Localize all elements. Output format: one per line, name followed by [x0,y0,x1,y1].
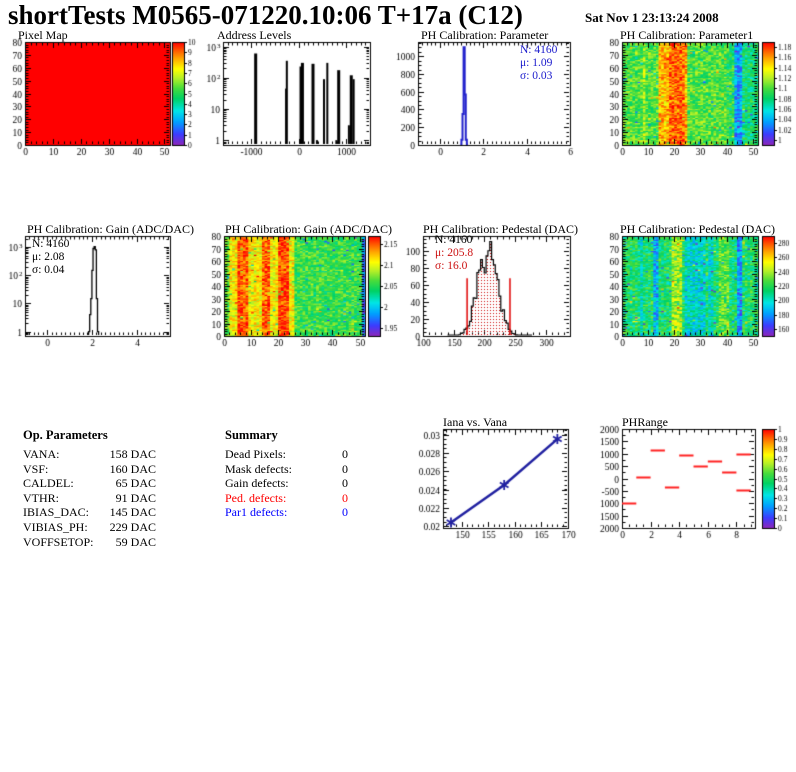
stat-sigma: σ: 16.0 [435,260,468,272]
chart-title-pedestal-hist: PH Calibration: Pedestal (DAC) [423,222,578,236]
stat-entries: N: 4160 [32,238,70,250]
param-row: Par1 defects: 0 [225,505,348,520]
stats-box-parameter: N: 4160 μ: 1.09 σ: 0.03 [520,44,557,83]
param-row: VSF: 160 DAC [23,461,156,476]
param-row: CALDEL: 65 DAC [23,476,156,491]
chart-title-address-levels: Address Levels [217,28,292,42]
param-row: VIBIAS_PH: 229 DAC [23,519,156,534]
param-row: Gain defects: 0 [225,476,348,491]
summary-list: Dead Pixels: 0 Mask defects: 0 Gain defects:… [225,447,348,520]
param-row: VTHR: 91 DAC [23,490,156,505]
chart-title-ph-parameter1: PH Calibration: Parameter1 [620,28,754,42]
param-row: IBIAS_DAC: 145 DAC [23,505,156,520]
op-parameters-block: Op. Parameters VANA: 158 DAC VSF: 160 DAC CA… [23,428,156,549]
param-row: VANA: 158 DAC [23,447,156,461]
stat-sigma: σ: 0.03 [520,70,553,82]
chart-title-gain-map: PH Calibration: Gain (ADC/DAC) [225,222,392,236]
stat-sigma: σ: 0.04 [32,264,65,276]
param-row: Ped. defects: 0 [225,490,348,505]
page-title: shortTests M0565-071220.10:06 T+17a (C12… [8,0,523,30]
stat-mean: μ: 205.8 [435,247,474,259]
op-parameters-list: VANA: 158 DAC VSF: 160 DAC CALDEL: 65 DAC VTHR… [23,447,156,549]
stat-entries: N: 4160 [520,44,558,56]
stats-box-gain: N: 4160 μ: 2.08 σ: 0.04 [32,238,69,277]
summary-heading: Summary [225,428,278,442]
chart-title-ph-parameter: PH Calibration: Parameter [421,28,549,42]
timestamp: Sat Nov 1 23:13:24 2008 [585,10,719,25]
stats-box-pedestal: N: 4160 μ: 205.8 σ: 16.0 [435,234,473,273]
chart-title-gain-hist: PH Calibration: Gain (ADC/DAC) [27,222,194,236]
param-row: VOFFSETOP: 59 DAC [23,534,156,549]
param-row: Mask defects: 0 [225,461,348,476]
op-parameters-heading: Op. Parameters [23,428,108,442]
chart-title-iana-vs-vana: Iana vs. Vana [443,415,508,429]
summary-block: Summary Dead Pixels: 0 Mask defects: 0 Gain … [225,428,348,520]
chart-title-phrange: PHRange [622,415,668,429]
param-row: Dead Pixels: 0 [225,447,348,461]
stat-mean: μ: 2.08 [32,251,65,263]
stat-mean: μ: 1.09 [520,57,553,69]
chart-title-pedestal-map: PH Calibration: Pedestal (DAC) [620,222,775,236]
stat-entries: N: 4160 [435,234,473,246]
chart-title-pixel-map: Pixel Map [18,28,68,42]
